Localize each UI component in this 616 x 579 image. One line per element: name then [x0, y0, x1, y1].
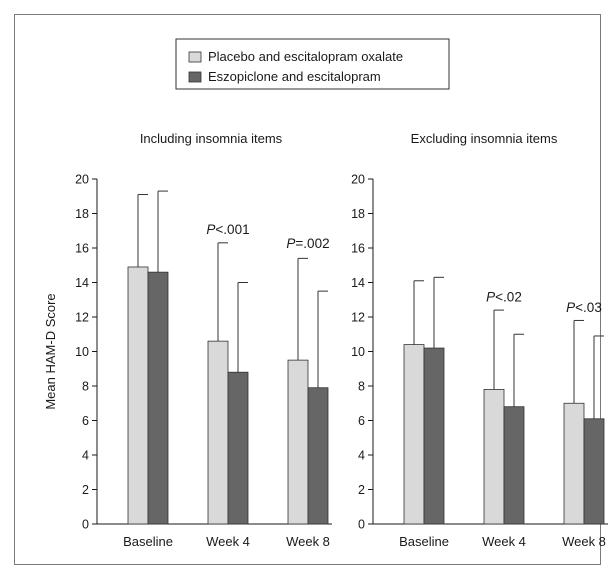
bar-eszopiclone-baseline	[423, 347, 445, 525]
y-tick-label: 16	[75, 242, 89, 256]
figure-frame	[14, 14, 601, 565]
legend-label-eszopiclone: Eszopiclone and escitalopram	[208, 69, 381, 84]
y-tick-label: 4	[358, 449, 365, 463]
bar-eszopiclone-week-4	[503, 406, 525, 525]
y-tick-label: 8	[358, 380, 365, 394]
y-tick-label: 10	[75, 345, 89, 359]
y-tick-label: 20	[351, 173, 365, 187]
y-tick-label: 2	[82, 483, 89, 497]
x-tick-label: Week 8	[286, 534, 330, 549]
y-tick-label: 18	[75, 207, 89, 221]
y-tick-label: 0	[82, 518, 89, 532]
y-tick-label: 10	[351, 345, 365, 359]
bar-placebo-baseline	[403, 344, 425, 525]
y-tick-label: 6	[358, 414, 365, 428]
chart-panel-including: Including insomnia items 0 2 4 6 8 10 12 14 16 18 2…	[43, 131, 332, 549]
bar-eszopiclone-week-8	[307, 387, 329, 525]
y-tick-label: 14	[75, 276, 89, 290]
y-tick-label: 14	[351, 276, 365, 290]
p-value-annotation: P<.001	[206, 222, 249, 237]
bar-placebo-week-8	[287, 359, 309, 525]
bar-placebo-week-4	[207, 340, 229, 525]
y-tick-label: 8	[82, 380, 89, 394]
bar-placebo-week-4	[483, 389, 505, 525]
x-tick-label: Baseline	[123, 534, 173, 549]
chart-title: Including insomnia items	[140, 131, 283, 146]
x-tick-label: Week 4	[482, 534, 526, 549]
y-tick-label: 12	[75, 311, 89, 325]
y-tick-label: 0	[358, 518, 365, 532]
chart-title: Excluding insomnia items	[411, 131, 558, 146]
legend-label-placebo: Placebo and escitalopram oxalate	[208, 49, 403, 64]
p-value-annotation: P<.03	[566, 300, 602, 315]
legend-swatch-placebo	[188, 51, 202, 63]
x-tick-label: Week 4	[206, 534, 250, 549]
x-tick-label: Week 8	[562, 534, 606, 549]
y-tick-label: 6	[82, 414, 89, 428]
y-tick-label: 4	[82, 449, 89, 463]
x-tick-label: Baseline	[399, 534, 449, 549]
bar-placebo-week-8	[563, 402, 585, 525]
chart-panel-excluding: Excluding insomnia items 0 2 4 6 8 10 12 14 16 18 2…	[351, 131, 608, 549]
bar-placebo-baseline	[127, 266, 149, 525]
p-value-annotation: P=.002	[286, 236, 329, 251]
legend: Placebo and escitalopram oxalate Eszopic…	[175, 38, 450, 90]
y-tick-label: 20	[75, 173, 89, 187]
y-tick-label: 16	[351, 242, 365, 256]
y-tick-label: 18	[351, 207, 365, 221]
y-tick-label: 2	[358, 483, 365, 497]
legend-box	[175, 38, 450, 90]
y-tick-label: 12	[351, 311, 365, 325]
y-axis-label: Mean HAM-D Score	[43, 293, 58, 409]
bar-eszopiclone-week-4	[227, 371, 249, 525]
bar-eszopiclone-baseline	[147, 271, 169, 525]
bar-eszopiclone-week-8	[583, 418, 605, 525]
legend-swatch-eszopiclone	[188, 71, 202, 83]
p-value-annotation: P<.02	[486, 289, 522, 304]
